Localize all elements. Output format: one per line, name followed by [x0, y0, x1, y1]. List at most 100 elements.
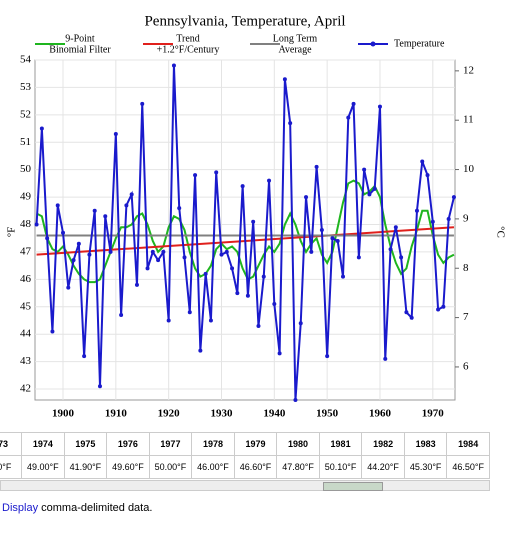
chart: Pennsylvania, Temperature, April °F °C 4…	[6, 13, 507, 420]
data-point	[319, 228, 324, 232]
data-point	[134, 282, 139, 287]
y2-tick-label: 9	[463, 212, 469, 224]
data-point	[34, 222, 39, 227]
y-tick-label: 52	[20, 108, 31, 120]
data-point	[298, 321, 303, 326]
scrollbar[interactable]	[0, 480, 490, 491]
data-point	[272, 302, 277, 307]
data-point	[356, 255, 361, 260]
x-tick-label: 1960	[369, 408, 392, 420]
data-point	[288, 121, 293, 126]
data-point	[66, 285, 71, 290]
series-line	[36, 179, 455, 284]
data-point	[372, 186, 377, 191]
x-tick-label: 1930	[210, 408, 233, 420]
data-point	[436, 307, 441, 312]
data-point	[393, 225, 398, 230]
x-tick-label: 1910	[105, 408, 128, 420]
value-cell: 45.30°F	[403, 455, 448, 479]
y-tick-label: 42	[20, 383, 31, 395]
value-cell: 46.60°F	[233, 455, 278, 479]
y2-tick-label: 10	[463, 163, 475, 175]
data-point	[71, 258, 76, 263]
legend-label: Long Term	[273, 33, 318, 44]
value-cell: 41.90°F	[63, 455, 108, 479]
y2-tick-label: 7	[463, 311, 469, 323]
data-point	[39, 126, 44, 131]
year-cell: 1975	[63, 432, 108, 456]
y-tick-label: 51	[20, 136, 31, 148]
y-tick-label: 53	[20, 81, 32, 93]
scroll-thumb[interactable]	[323, 482, 383, 491]
x-tick-label: 1900	[52, 408, 75, 420]
chart-title: Pennsylvania, Temperature, April	[144, 13, 345, 29]
footer-text: comma-delimited data.	[41, 502, 153, 514]
data-point	[161, 249, 166, 254]
data-point	[129, 192, 134, 197]
y-tick-label: 49	[20, 191, 32, 203]
x-tick-label: 1920	[158, 408, 181, 420]
data-point	[187, 310, 192, 315]
data-point	[362, 167, 367, 172]
data-point	[235, 291, 240, 296]
legend-label: 9-Point	[65, 33, 95, 44]
data-point	[414, 208, 419, 213]
y-tick-label: 44	[20, 328, 32, 340]
year-cell: 1980	[276, 432, 320, 456]
value-cell: 44.20°F	[361, 455, 405, 479]
data-point	[325, 354, 330, 359]
value-cell: 49.60°F	[106, 455, 150, 479]
year-cell: 1974	[21, 432, 65, 456]
y2-tick-label: 11	[463, 114, 474, 126]
data-point	[245, 293, 250, 298]
data-point	[61, 230, 65, 235]
data-point	[256, 323, 261, 328]
year-cell: 1984	[446, 432, 490, 456]
data-point	[404, 310, 409, 315]
data-point	[82, 354, 87, 359]
series-line	[35, 65, 455, 401]
data-point	[55, 203, 60, 208]
display-link[interactable]: Display	[2, 502, 39, 514]
value-cell: 50.00°F	[148, 455, 193, 479]
data-point	[309, 249, 314, 254]
data-point	[92, 208, 97, 213]
legend-label: +1.2°F/Century	[157, 44, 220, 55]
year-cell: 1982	[361, 432, 405, 456]
data-point	[451, 195, 456, 200]
y-tick-label: 45	[20, 300, 32, 312]
data-point	[341, 274, 345, 279]
data-point	[293, 398, 298, 402]
data-point	[430, 219, 435, 224]
y-axis-label: °F	[6, 227, 18, 238]
y-tick-label: 54	[20, 54, 32, 66]
data-point	[314, 164, 319, 169]
data-point	[156, 258, 161, 263]
data-point	[261, 274, 266, 279]
y2-tick-label: 8	[463, 262, 469, 274]
data-point	[304, 195, 309, 200]
value-cell: 47.80°F	[276, 455, 320, 479]
y-tick-label: 43	[20, 355, 32, 367]
data-table: 9731974197519761977197819791980198119821…	[0, 432, 490, 480]
data-point	[388, 247, 393, 252]
value-cell: 50.10°F	[318, 455, 363, 479]
data-point	[330, 236, 335, 241]
data-point	[177, 206, 182, 211]
year-cell: 973	[0, 432, 23, 456]
year-cell: 1983	[403, 432, 448, 456]
data-point	[193, 173, 198, 178]
year-cell: 1981	[318, 432, 363, 456]
value-cell: 49.00°F	[21, 455, 65, 479]
data-point	[171, 63, 176, 68]
x-tick-label: 1940	[263, 408, 286, 420]
data-point	[113, 132, 118, 137]
data-point	[240, 184, 245, 189]
data-point	[251, 219, 256, 224]
data-point	[335, 238, 340, 243]
legend-label: Trend	[176, 33, 200, 44]
data-point	[45, 236, 50, 241]
x-tick-label: 1950	[316, 408, 339, 420]
data-point	[108, 249, 113, 254]
